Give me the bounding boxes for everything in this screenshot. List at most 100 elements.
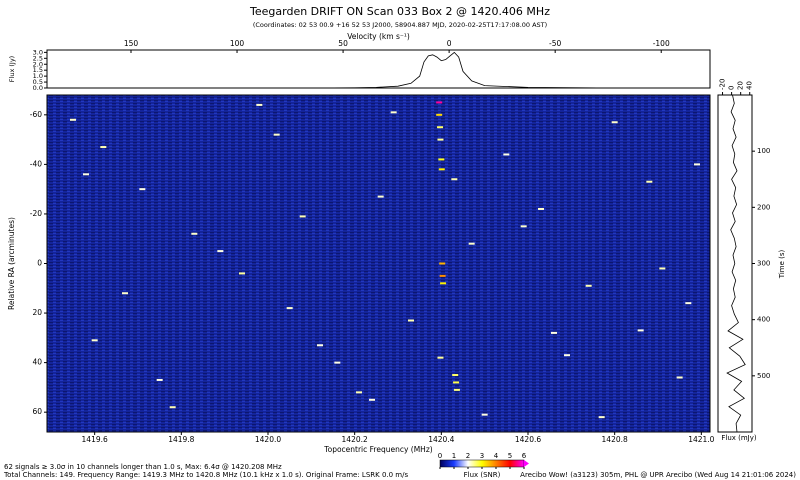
x-tick-label: 20 — [737, 81, 745, 90]
signal — [452, 374, 459, 377]
x2-tick-label: 0 — [447, 39, 452, 48]
x2-tick-label: -50 — [549, 39, 561, 48]
x2-tick-label: -100 — [653, 39, 670, 48]
signal — [436, 113, 443, 116]
signal — [439, 274, 446, 277]
signal — [256, 103, 263, 106]
colorbar-tick-label: 0 — [438, 452, 442, 460]
signal — [70, 118, 76, 121]
signal — [437, 356, 444, 359]
signal — [453, 381, 460, 384]
x-tick-label: 1420.4 — [428, 435, 454, 444]
signal — [676, 376, 683, 379]
heatmap-background — [47, 95, 710, 432]
signal — [439, 262, 446, 265]
x-axis-label: Topocentric Frequency (MHz) — [323, 445, 432, 454]
x2-tick-label: 50 — [338, 39, 348, 48]
signal — [451, 178, 458, 181]
signal — [334, 361, 341, 364]
signal — [100, 146, 107, 149]
signal — [438, 168, 445, 171]
y-tick-label: 60 — [32, 407, 42, 416]
y-tick-label: 2.5 — [33, 54, 43, 62]
x-tick-label: 1421.0 — [688, 435, 714, 444]
y-tick-label: 100 — [757, 147, 770, 155]
y-tick-label: -60 — [30, 110, 42, 119]
colorbar — [439, 459, 525, 468]
signal — [369, 398, 375, 401]
subtitle: (Coordinates: 02 53 00.9 +16 52 53 J2000… — [253, 21, 547, 29]
colorbar-arrow — [524, 460, 529, 467]
signal — [273, 133, 280, 136]
signal — [598, 416, 605, 419]
signal — [83, 173, 89, 176]
signal — [440, 282, 447, 285]
footer-credit: Arecibo Wow! (a3123) 305m, PHL @ UPR Are… — [520, 471, 796, 479]
x-tick-label: -20 — [719, 79, 727, 90]
signal — [191, 232, 198, 235]
y-tick-label: 3.0 — [33, 48, 43, 56]
signal — [139, 188, 146, 191]
signal — [481, 413, 488, 416]
signal — [122, 292, 128, 295]
y-axis-label: Relative RA (arcminutes) — [7, 217, 16, 310]
y-tick-label: 200 — [757, 203, 770, 211]
signal — [637, 329, 644, 332]
y-tick-label: 0 — [37, 259, 42, 268]
signal — [286, 307, 293, 310]
signal — [646, 180, 653, 183]
signal — [659, 267, 666, 270]
y-axis-label: Time (s) — [778, 250, 786, 280]
signal — [91, 339, 98, 342]
x-tick-label: 0 — [728, 86, 736, 90]
signal — [685, 302, 692, 305]
y-tick-label: 500 — [757, 372, 770, 380]
y-tick-label: 1.0 — [33, 72, 43, 80]
colorbar-tick-label: 4 — [494, 452, 499, 460]
signal — [408, 319, 414, 322]
y-tick-label: 0.0 — [33, 84, 43, 92]
x2-axis-label: Velocity (km s⁻¹) — [347, 32, 410, 41]
y-tick-label: 400 — [757, 316, 770, 324]
signal — [538, 207, 544, 210]
colorbar-tick-label: 2 — [466, 452, 470, 460]
signal — [585, 284, 592, 287]
signal — [551, 331, 557, 334]
footer-line: 62 signals ≥ 3.0σ in 10 channels longer … — [4, 463, 282, 471]
signal — [217, 250, 224, 253]
y-tick-label: -40 — [30, 159, 42, 168]
signal — [453, 388, 460, 391]
x2-tick-label: 150 — [124, 39, 139, 48]
y-tick-label: 1.5 — [33, 66, 43, 74]
y-tick-label: 2.0 — [33, 60, 43, 68]
x-tick-label: 1419.8 — [168, 435, 194, 444]
y-tick-label: 40 — [32, 358, 42, 367]
y-tick-label: 300 — [757, 260, 770, 268]
signal — [694, 163, 700, 166]
colorbar-label: Flux (SNR) — [464, 471, 501, 479]
signal — [436, 101, 443, 104]
signal — [611, 121, 618, 124]
signal — [564, 354, 570, 357]
signal — [356, 391, 362, 394]
time-series-line — [726, 94, 746, 433]
spectrum-line — [51, 51, 702, 89]
x2-tick-label: 100 — [230, 39, 245, 48]
x-tick-label: 1420.2 — [342, 435, 368, 444]
colorbar-tick-label: 6 — [522, 452, 527, 460]
signal — [437, 138, 444, 141]
x-tick-label: 1420.6 — [515, 435, 541, 444]
x-axis-label: Flux (mJy) — [721, 434, 757, 442]
x-tick-label: 40 — [746, 81, 754, 90]
footer-line: Total Channels: 149. Frequency Range: 14… — [3, 471, 408, 479]
signal — [468, 242, 475, 245]
y-axis-label: Flux (Jy) — [8, 56, 16, 82]
x-tick-label: 1420.0 — [255, 435, 281, 444]
signal — [317, 344, 323, 347]
title: Teegarden DRIFT ON Scan 033 Box 2 @ 1420… — [249, 5, 550, 18]
x-tick-label: 1420.8 — [602, 435, 628, 444]
signal — [390, 111, 397, 114]
signal — [239, 272, 245, 275]
y-tick-label: 0.5 — [33, 78, 43, 86]
